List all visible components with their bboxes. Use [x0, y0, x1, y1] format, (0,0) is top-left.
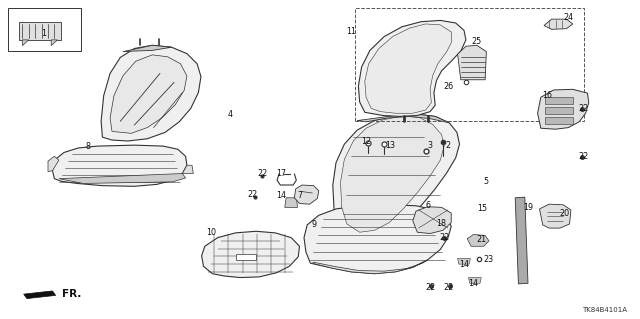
Text: 7: 7: [297, 191, 302, 200]
Polygon shape: [202, 231, 300, 278]
Polygon shape: [540, 204, 571, 228]
Polygon shape: [333, 114, 460, 235]
Polygon shape: [458, 45, 486, 80]
Polygon shape: [304, 205, 451, 274]
Text: 24: 24: [563, 13, 573, 22]
Polygon shape: [413, 207, 451, 234]
Text: 5: 5: [484, 177, 489, 186]
Polygon shape: [22, 40, 29, 46]
Text: 22: 22: [248, 190, 258, 199]
Polygon shape: [101, 45, 201, 141]
Polygon shape: [110, 55, 187, 133]
Polygon shape: [51, 40, 58, 46]
Text: 20: 20: [559, 209, 570, 218]
Text: 16: 16: [542, 91, 552, 100]
Polygon shape: [515, 197, 528, 284]
Polygon shape: [365, 24, 452, 113]
Text: 15: 15: [477, 204, 488, 213]
Polygon shape: [340, 116, 444, 232]
Text: FR.: FR.: [62, 289, 81, 299]
Text: 14: 14: [276, 191, 287, 200]
Text: 26: 26: [443, 82, 453, 91]
Polygon shape: [236, 254, 256, 260]
Polygon shape: [545, 107, 573, 114]
Polygon shape: [467, 234, 489, 246]
Polygon shape: [545, 97, 573, 104]
Polygon shape: [294, 185, 319, 204]
Text: 22: 22: [425, 283, 435, 292]
Polygon shape: [458, 258, 470, 264]
Text: 25: 25: [472, 37, 482, 46]
Polygon shape: [538, 89, 589, 129]
Polygon shape: [52, 145, 187, 186]
Text: TK84B4101A: TK84B4101A: [582, 307, 627, 313]
Text: 8: 8: [86, 142, 91, 151]
Bar: [8, 8, 81, 51]
Text: 22: 22: [257, 169, 268, 178]
Text: 4: 4: [228, 110, 233, 119]
Text: 14: 14: [459, 260, 469, 269]
Text: 18: 18: [436, 219, 447, 228]
Text: 2: 2: [445, 141, 451, 150]
Polygon shape: [312, 260, 428, 274]
Polygon shape: [468, 278, 481, 283]
Text: 13: 13: [385, 141, 396, 150]
Text: 10: 10: [206, 228, 216, 237]
Text: 22: 22: [579, 152, 589, 161]
Text: 22: 22: [439, 233, 449, 242]
Text: 23: 23: [483, 256, 493, 264]
Polygon shape: [545, 117, 573, 124]
Text: 14: 14: [468, 279, 479, 288]
Polygon shape: [285, 198, 298, 207]
Text: 3: 3: [428, 141, 433, 150]
Bar: [355, 8, 584, 121]
Text: 22: 22: [443, 283, 453, 292]
Text: 6: 6: [425, 201, 430, 210]
Text: 17: 17: [276, 169, 287, 178]
Polygon shape: [357, 114, 449, 123]
Text: 1: 1: [41, 29, 46, 38]
Text: 22: 22: [579, 104, 589, 113]
Polygon shape: [544, 19, 573, 29]
Text: 21: 21: [476, 235, 486, 244]
Text: 11: 11: [346, 27, 356, 36]
Polygon shape: [59, 174, 186, 183]
Polygon shape: [48, 156, 59, 172]
Polygon shape: [358, 20, 466, 116]
Text: 12: 12: [361, 137, 371, 146]
Text: 9: 9: [311, 220, 316, 229]
Polygon shape: [19, 22, 61, 40]
Polygon shape: [182, 165, 193, 174]
Polygon shape: [24, 291, 56, 299]
Text: 19: 19: [523, 204, 533, 212]
Polygon shape: [123, 45, 172, 52]
